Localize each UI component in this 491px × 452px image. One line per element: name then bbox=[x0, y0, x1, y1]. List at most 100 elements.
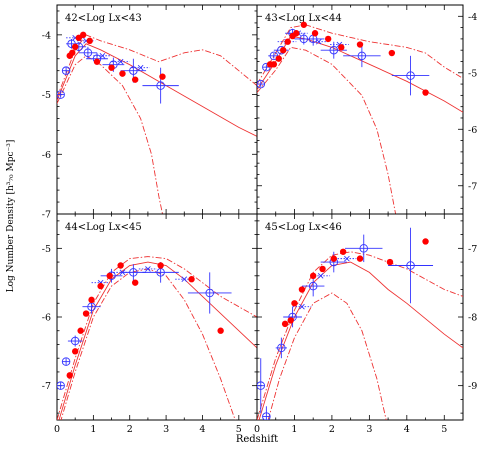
panel-2-observed-point bbox=[300, 21, 308, 28]
panel-2-y-tick-label: -5 bbox=[468, 68, 477, 79]
panel-4-model-lower-line bbox=[267, 292, 387, 420]
panel-4-observed-point bbox=[339, 248, 347, 255]
panel-4-observed-point bbox=[422, 238, 429, 245]
panel-1-observed-point bbox=[108, 64, 115, 71]
panel-4-observed-point bbox=[356, 255, 364, 262]
panel-2-model-upper-line bbox=[257, 24, 463, 85]
panel-4-model-line bbox=[258, 261, 463, 420]
panel-2-observed-point bbox=[270, 61, 278, 68]
panel-3-frame bbox=[56, 213, 258, 421]
panel-3-observed-point bbox=[117, 262, 124, 269]
panel-1-observed-point bbox=[119, 70, 126, 77]
panel-3-y-tick-label: -7 bbox=[42, 381, 51, 392]
panel-4-observed-point bbox=[281, 320, 289, 328]
panel-4-observed-point bbox=[330, 255, 337, 262]
panel-2-observed-point bbox=[311, 30, 319, 37]
panel-4: 45<Log Lx<46 0 1 2 3 4 5 -7 -8 -9 bbox=[254, 213, 477, 435]
panel-1-observed-point bbox=[71, 43, 79, 50]
panel-2-plot-area bbox=[257, 21, 463, 214]
panel-1-model-line bbox=[57, 43, 257, 137]
panel-3-observed-point bbox=[188, 276, 195, 283]
x-tick-label: 2 bbox=[127, 424, 133, 435]
panel-1-y-tick-label: -7 bbox=[42, 210, 51, 221]
panel-4-binned-point bbox=[257, 381, 265, 390]
panel-3-y-tick-label: -5 bbox=[42, 244, 51, 255]
x-tick-label: 5 bbox=[441, 424, 447, 435]
panel-2-observed-point bbox=[293, 30, 300, 37]
panel-2-observed-point bbox=[324, 35, 332, 43]
panel-2-model-lower-line bbox=[257, 46, 397, 214]
panel-4-y-tick-label: -9 bbox=[468, 381, 477, 392]
panel-3-observed-point bbox=[88, 296, 95, 304]
panel-4-plot-area bbox=[257, 227, 463, 420]
panel-4-binned-point bbox=[406, 261, 415, 270]
x-tick-label: 4 bbox=[404, 424, 410, 435]
panel-3-observed-point bbox=[71, 348, 79, 355]
panel-2-observed-point bbox=[275, 55, 282, 62]
panel-3-observed-point bbox=[131, 279, 139, 286]
x-tick-label: 2 bbox=[329, 424, 335, 435]
panel-4-upper-marker bbox=[317, 272, 324, 279]
panel-1-y-tick-label: -6 bbox=[42, 150, 51, 161]
panel-1-observed-point bbox=[86, 37, 93, 45]
x-tick-label: 4 bbox=[199, 424, 205, 435]
panel-2-observed-point bbox=[280, 46, 287, 54]
panel-4-observed-point bbox=[386, 258, 394, 266]
panel-1-title: 42<Log Lx<43 bbox=[65, 13, 142, 24]
panel-4-observed-point bbox=[287, 317, 294, 324]
panel-2-frame bbox=[256, 4, 464, 215]
panel-3-model-line bbox=[58, 261, 257, 420]
panel-2-observed-point bbox=[338, 44, 345, 51]
panel-1-observed-point bbox=[159, 73, 166, 80]
panel-1-observed-point bbox=[131, 76, 139, 83]
panel-1-upper-marker bbox=[117, 58, 124, 65]
panel-3-observed-point bbox=[66, 372, 73, 379]
panel-4-upper-marker bbox=[344, 255, 350, 262]
panel-1-binned-point bbox=[61, 66, 71, 75]
panel-4-title: 45<Log Lx<46 bbox=[265, 222, 342, 233]
panel-2: 43<Log Lx<44 -4 -5 -6 -7 bbox=[256, 4, 477, 215]
x-axis-label: Redshift bbox=[236, 434, 278, 445]
panel-4-binned-point bbox=[262, 412, 271, 420]
panel-2-binned-point bbox=[329, 45, 339, 55]
panel-1-model-lower-line bbox=[57, 55, 163, 214]
panel-1-binned-point bbox=[156, 81, 165, 90]
panel-3-binned-point bbox=[57, 381, 65, 390]
panels-group: 42<Log Lx<43 -4 -5 -6 -7 43<Log Lx<44 -4 -5 -6 -7… bbox=[42, 4, 477, 435]
panel-2-model-line bbox=[257, 35, 463, 113]
panel-4-model-upper-line bbox=[257, 251, 463, 420]
panel-2-observed-point bbox=[388, 49, 396, 57]
panel-1-binned-point bbox=[83, 48, 93, 58]
panel-2-observed-point bbox=[284, 38, 291, 45]
panel-3-binned-point bbox=[205, 288, 214, 298]
panel-3-model-upper-line bbox=[57, 256, 257, 420]
panel-1-plot-area bbox=[57, 31, 257, 214]
panel-4-observed-point bbox=[291, 300, 298, 307]
panel-2-binned-point bbox=[257, 79, 265, 89]
panel-1-model-upper-line bbox=[57, 34, 257, 98]
x-tick-label: 1 bbox=[291, 424, 297, 435]
panel-3-binned-point bbox=[70, 336, 80, 346]
panel-1-y-tick-label: -4 bbox=[42, 30, 51, 41]
panel-3-observed-point bbox=[77, 327, 84, 334]
panel-1-upper-marker bbox=[137, 64, 144, 71]
panel-3-plot-area bbox=[57, 256, 257, 420]
panel-3-binned-point bbox=[129, 268, 138, 277]
x-tick-label: 3 bbox=[366, 424, 372, 435]
panel-4-observed-point bbox=[298, 286, 306, 293]
panel-3-observed-point bbox=[217, 327, 224, 334]
panel-4-binned-point bbox=[277, 343, 286, 353]
panel-4-binned-point bbox=[359, 244, 368, 253]
panel-3: 44<Log Lx<45 0 1 2 3 4 5 -5 -6 -7 bbox=[42, 213, 258, 435]
panel-2-binned-point bbox=[357, 51, 367, 61]
panel-1-observed-point bbox=[93, 58, 101, 65]
panel-3-upper-marker bbox=[145, 266, 151, 272]
panel-1-binned-point bbox=[129, 66, 138, 75]
panel-2-y-tick-label: -6 bbox=[468, 125, 477, 136]
y-axis-label: Log Number Density [h³₇₀ Mpc⁻³] bbox=[6, 140, 16, 293]
panel-1-frame bbox=[56, 4, 258, 215]
panel-4-y-tick-label: -8 bbox=[468, 313, 477, 324]
panel-4-observed-point bbox=[309, 272, 317, 279]
panel-4-y-tick-label: -7 bbox=[468, 244, 477, 255]
